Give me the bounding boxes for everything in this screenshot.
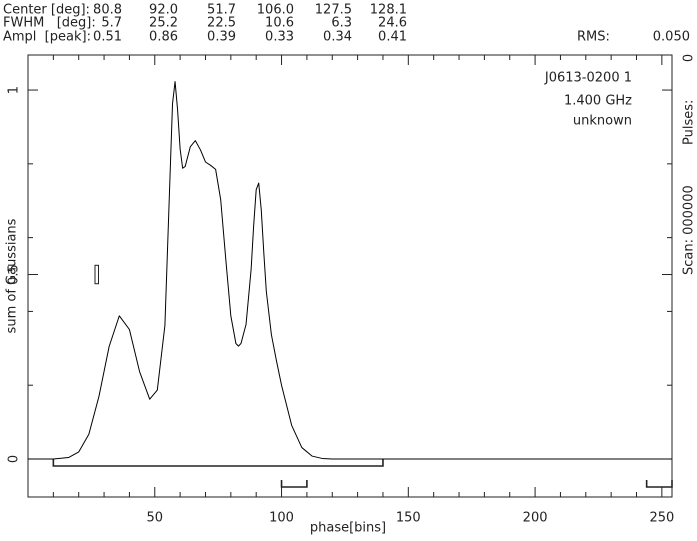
- param-value: 0.39: [207, 30, 236, 45]
- y-tick-label: 0: [7, 455, 22, 463]
- param-value: 0.34: [323, 30, 352, 45]
- window-bracket: [280, 479, 308, 488]
- x-axis-label: phase[bins]: [310, 521, 386, 536]
- param-value: 127.5: [315, 3, 352, 18]
- param-value: 106.0: [257, 3, 294, 18]
- x-tick-label: 150: [396, 511, 421, 526]
- row-label: Center [deg]:: [3, 3, 90, 18]
- param-value: 6.3: [331, 16, 352, 31]
- y-tick-label: 1: [7, 86, 22, 94]
- plot-frame: [27, 54, 673, 498]
- pulses-label: Pulses:: [682, 100, 697, 145]
- param-value: 0.86: [149, 30, 178, 45]
- rms-label: RMS:: [577, 30, 610, 45]
- profile-line: [28, 81, 672, 460]
- row-label: FWHM [deg]:: [3, 16, 96, 31]
- y-tick-label: 0.5: [7, 264, 22, 285]
- row-label: Ampl [peak]:: [3, 30, 91, 45]
- annotation: unknown: [573, 114, 632, 129]
- annotation: 1.400 GHz: [564, 94, 632, 109]
- x-tick-label: 50: [146, 511, 163, 526]
- x-tick-label: 200: [523, 511, 548, 526]
- rms-bar: [94, 264, 99, 285]
- annotation: J0613-0200 1: [544, 71, 632, 86]
- param-value: 5.7: [101, 16, 122, 31]
- pulses-value: 0: [682, 54, 697, 62]
- param-value: 0.51: [93, 30, 122, 45]
- param-value: 92.0: [149, 3, 178, 18]
- param-value: 0.33: [265, 30, 294, 45]
- x-tick-label: 250: [649, 511, 674, 526]
- scan-label: Scan: 000000: [682, 185, 697, 275]
- param-value: 0.41: [378, 30, 407, 45]
- param-value: 128.1: [370, 3, 407, 18]
- rms-value: 0.050: [653, 30, 690, 45]
- param-value: 22.5: [207, 16, 236, 31]
- param-value: 10.6: [265, 16, 294, 31]
- window-bracket: [645, 479, 673, 488]
- param-value: 80.8: [93, 3, 122, 18]
- param-value: 24.6: [378, 16, 407, 31]
- y-axis-label: sum of Gaussians: [5, 218, 20, 333]
- x-tick-label: 100: [269, 511, 294, 526]
- param-value: 25.2: [149, 16, 178, 31]
- window-bracket: [52, 458, 384, 467]
- param-value: 51.7: [207, 3, 236, 18]
